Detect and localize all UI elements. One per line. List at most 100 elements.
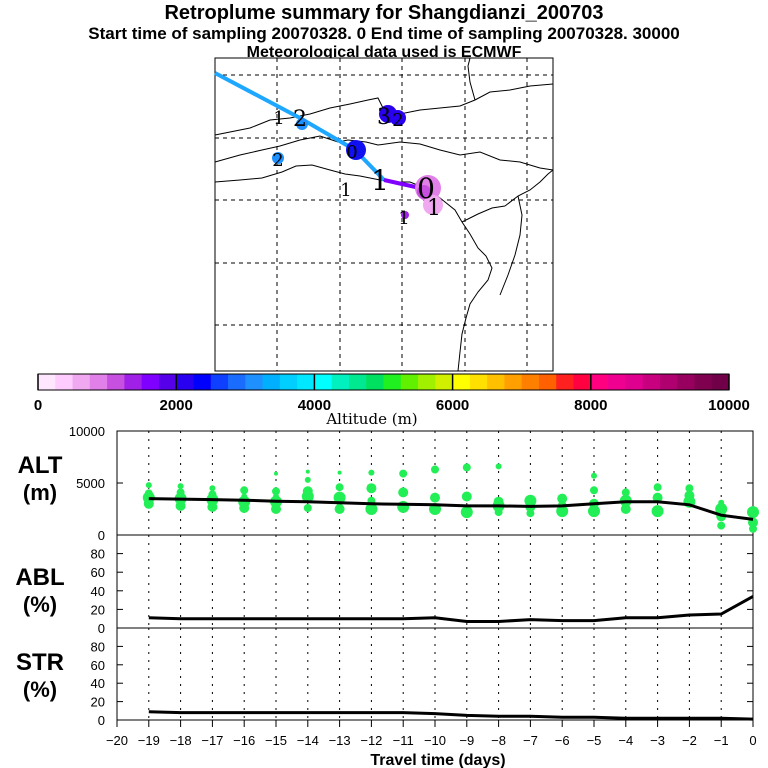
colorbar-tick-label: 10000 — [708, 397, 750, 414]
x-tick-label: −16 — [233, 733, 255, 748]
altitude-point — [556, 505, 569, 518]
altitude-point — [335, 483, 344, 492]
altitude-point — [208, 490, 217, 499]
altitude-point — [304, 476, 311, 483]
map-time-label: 0 — [346, 142, 357, 163]
plume-marker — [296, 118, 308, 130]
plume-marker — [346, 140, 366, 160]
altitude-point — [274, 471, 278, 476]
x-tick-label: −10 — [424, 733, 446, 748]
colorbar-swatch — [590, 374, 609, 390]
altitude-point — [493, 496, 504, 507]
colorbar-swatch — [504, 374, 523, 390]
altitude-point — [431, 465, 439, 474]
colorbar-swatch — [452, 374, 471, 390]
panel-abl: 0 20 40 60 80 ABL(%) — [15, 534, 754, 636]
meteorological-data-line: Meteorological data used is ECMWF — [246, 44, 522, 61]
altitude-point — [273, 493, 279, 500]
colorbar-swatch — [573, 374, 592, 390]
altitude-point — [685, 484, 694, 493]
y-tick-label: 20 — [91, 695, 105, 710]
y-axis-label: ALT — [18, 452, 63, 479]
y-tick-label: 0 — [98, 713, 105, 728]
trajectory-path — [214, 71, 421, 190]
plume-marker — [417, 185, 431, 199]
coastline — [461, 205, 506, 223]
colorbar-swatch — [383, 374, 402, 390]
time-series-panels: 0500010000ALT(m)020406080ABL(%)020406080… — [15, 424, 759, 748]
altitude-point — [718, 499, 725, 506]
map-time-label: 2 — [293, 107, 307, 132]
altitude-point — [240, 486, 249, 495]
x-tick-label: −14 — [297, 733, 319, 748]
colorbar-swatch — [38, 374, 56, 390]
y-axis-label: ABL — [15, 564, 64, 591]
colorbar-tick-label: 0 — [34, 397, 42, 414]
x-tick-label: −17 — [201, 733, 223, 748]
colorbar-swatch — [366, 374, 384, 390]
altitude-point — [271, 504, 281, 514]
x-tick-label: −9 — [459, 733, 474, 748]
altitude-point — [684, 490, 695, 501]
panel-alt: 0 5000 10000 ALT(m) — [18, 424, 759, 543]
map-time-labels: 1 2 3 22 01 1 01 1 — [272, 105, 441, 229]
y-tick-label: 40 — [91, 676, 105, 691]
altitude-point — [717, 521, 726, 530]
x-tick-label: −4 — [618, 733, 633, 748]
y-tick-label: 20 — [91, 602, 105, 617]
y-axis-label: STR — [16, 649, 64, 676]
map-time-label: 0 — [417, 172, 435, 205]
map-time-label: 1 — [371, 164, 389, 197]
colorbar-swatch — [107, 374, 125, 390]
altitude-point — [494, 508, 503, 517]
x-tick-label: −18 — [170, 733, 192, 748]
map-time-label: 1 — [273, 108, 284, 129]
colorbar-swatch — [711, 374, 730, 390]
altitude-point — [368, 469, 375, 476]
altitude-point — [144, 489, 153, 498]
altitude-point — [430, 492, 440, 503]
coastline — [504, 169, 554, 207]
colorbar-swatch — [141, 374, 160, 390]
y-tick-label: 0 — [98, 621, 105, 636]
colorbar-tick-label: 2000 — [160, 397, 193, 414]
y-tick-label: 40 — [91, 584, 105, 599]
panel-frame — [116, 627, 754, 721]
x-tick-label: 0 — [749, 733, 756, 748]
plume-marker — [401, 211, 409, 219]
altitude-point — [305, 469, 310, 474]
altitude-point — [462, 463, 471, 472]
trajectory-segment — [383, 178, 421, 190]
altitude-point — [365, 503, 378, 515]
map-time-label: 2 — [392, 110, 403, 131]
altitude-point — [749, 524, 757, 533]
altitude-point — [239, 503, 250, 513]
y-tick-label: 60 — [91, 658, 105, 673]
x-tick-label: −1 — [714, 733, 729, 748]
altitude-point — [303, 504, 312, 512]
abl-line — [148, 595, 754, 623]
x-axis: −20 −19 −18 −17 −16 −15 −14 −13 −12 −11 −10 −9 −8 −7−… — [106, 720, 757, 748]
altitude-point — [145, 482, 152, 489]
altitude-point — [209, 485, 216, 492]
x-tick-label: −15 — [265, 733, 287, 748]
altitude-point — [590, 486, 598, 495]
colorbar-swatch — [314, 374, 333, 390]
map-time-label: 1 — [340, 180, 351, 201]
altitude-point — [715, 503, 728, 515]
colorbar-swatch — [210, 374, 229, 390]
colorbar-swatch — [418, 374, 436, 390]
map-plume-markers — [272, 105, 443, 219]
colorbar-swatch — [538, 374, 557, 390]
colorbar-swatch — [694, 374, 713, 390]
colorbar-swatch — [608, 374, 626, 390]
x-tick-label: −13 — [329, 733, 351, 748]
colorbar-swatch — [625, 374, 644, 390]
altitude-point — [175, 500, 186, 511]
x-tick-label: −6 — [555, 733, 570, 748]
colorbar-swatch — [659, 374, 678, 390]
altitude-point — [591, 472, 597, 479]
x-tick-label: −7 — [523, 733, 538, 748]
colorbar-swatch — [487, 374, 505, 390]
